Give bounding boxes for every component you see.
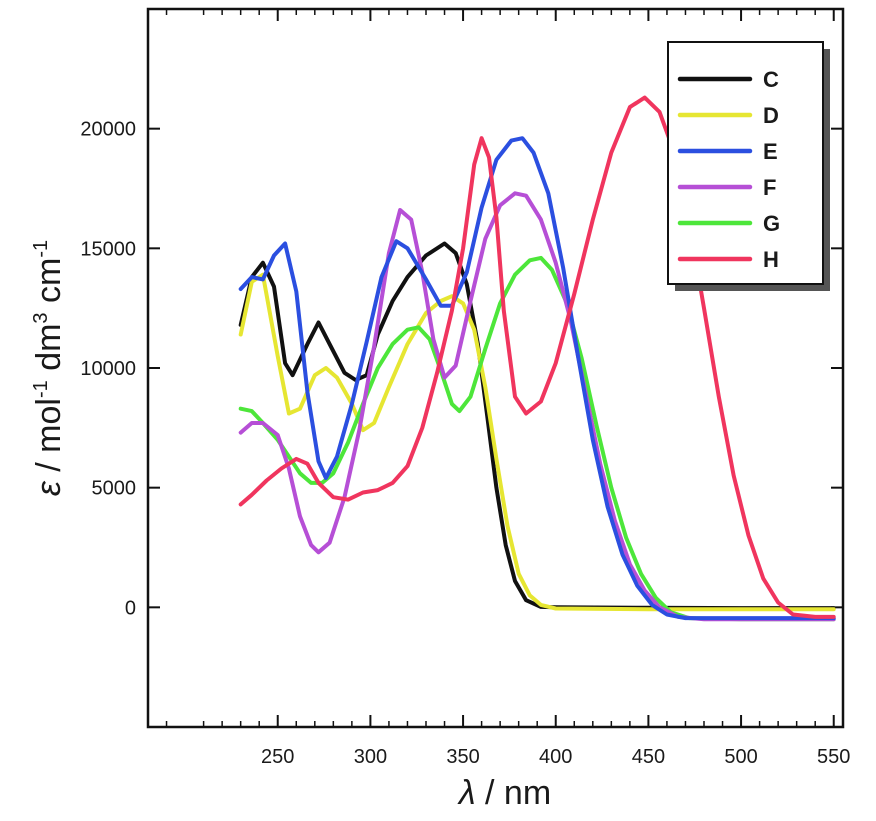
x-tick-label-350: 350 [446,746,479,768]
axis-tick-labels: 250 300 350 400 450 500 550 0 5000 10000 15000 2000… [80,119,850,768]
x-axis-title: λ / nm [457,774,551,812]
legend-label-d: D [763,103,779,128]
legend-label-e: E [763,139,778,164]
y-axis-unit-mol: / mol [30,398,68,481]
x-tick-label-500: 500 [724,746,757,768]
y-axis-symbol: ε [30,480,68,496]
series-line-g [238,255,836,622]
x-axis-unit: / nm [476,774,552,812]
series-lines [238,95,836,622]
axis-ticks [147,9,843,727]
series-line-d [238,272,836,612]
x-tick-label-400: 400 [539,746,572,768]
y-tick-label-0: 0 [125,597,136,619]
y-axis-unit-dm: dm [30,324,68,381]
x-tick-label-250: 250 [261,746,294,768]
x-tick-label-550: 550 [817,746,850,768]
x-axis-symbol: λ [457,774,476,812]
legend-label-h: H [763,247,779,272]
legend-label-c: C [763,67,779,92]
y-tick-label-10000: 10000 [80,358,136,380]
x-tick-label-300: 300 [354,746,387,768]
y-axis-exp-2: 3 [30,312,52,323]
series-line-e [238,136,836,621]
y-axis-exp-3: -1 [30,240,52,258]
legend-box [667,41,824,285]
series-line-f [238,191,836,622]
legend-label-g: G [763,211,780,236]
y-tick-label-5000: 5000 [92,478,137,500]
y-axis-title: ε / mol-1 dm3 cm-1 [30,240,68,496]
legend-label-f: F [763,175,776,200]
y-tick-label-20000: 20000 [80,119,136,141]
series-line-h [238,95,836,619]
y-tick-label-15000: 15000 [80,238,136,260]
y-axis-unit-cm: cm [30,258,68,313]
y-axis-exp-1: -1 [30,380,52,398]
x-tick-label-450: 450 [632,746,665,768]
